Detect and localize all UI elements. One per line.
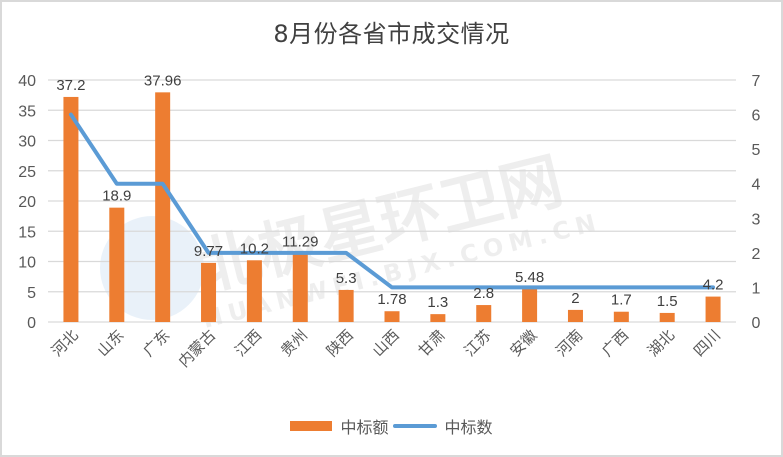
left-axis-tick: 5 [27, 285, 36, 302]
bar-data-label: 9.77 [194, 243, 223, 260]
bar-data-label: 4.2 [703, 277, 724, 294]
bar [522, 288, 538, 322]
bar-data-label: 5.3 [336, 270, 357, 287]
bar-data-label: 18.9 [102, 188, 131, 205]
bar-data-label: 2.8 [473, 285, 494, 302]
data-labels: 37.2 18.9 37.96 9.77 10.2 11.29 5.3 1.78 1.3 2.8 5… [56, 72, 723, 311]
category-label: 河北 [48, 326, 82, 360]
right-axis-tick: 0 [752, 315, 761, 332]
right-axis-tick: 3 [752, 211, 761, 228]
left-axis-tick: 35 [18, 103, 36, 120]
bar-data-label: 11.29 [282, 234, 318, 251]
legend-swatch-bar [290, 421, 333, 431]
bar [659, 312, 675, 322]
right-axis-tick: 4 [752, 177, 761, 194]
bar [63, 96, 79, 322]
bar [476, 305, 492, 322]
category-label: 四川 [690, 326, 724, 360]
bar [338, 289, 354, 322]
legend-label-amount: 中标额 [340, 418, 389, 437]
bar [292, 253, 308, 322]
category-label: 江苏 [461, 326, 495, 360]
bar-data-label: 1.7 [611, 292, 632, 309]
bar-data-label: 1.3 [427, 294, 448, 311]
chart-title: 8月份各省市成交情况 [273, 20, 510, 48]
right-axis-tick: 5 [752, 142, 761, 159]
bar [384, 311, 400, 322]
bar-data-label: 1.78 [377, 291, 406, 308]
bar-data-label: 1.5 [657, 293, 678, 310]
right-axis-tick: 1 [752, 280, 761, 297]
left-axis-tick: 15 [18, 224, 36, 241]
category-label: 湖北 [644, 326, 678, 360]
bar [613, 311, 629, 322]
legend-label-count: 中标数 [444, 418, 493, 437]
line-series-zhongbiao-count [68, 112, 716, 290]
right-axis-tick: 7 [752, 73, 761, 90]
category-label: 河南 [552, 326, 586, 360]
bar [201, 262, 217, 322]
left-axis-tick: 30 [18, 134, 36, 151]
bar-data-label: 5.48 [515, 269, 544, 286]
bar-data-label: 37.2 [56, 77, 85, 94]
legend-swatch-line [392, 424, 437, 428]
category-label: 安徽 [506, 326, 540, 360]
right-axis: 0 1 2 3 4 5 6 7 [752, 73, 761, 332]
category-label: 陕西 [323, 326, 357, 360]
bar-data-label: 37.96 [144, 72, 182, 89]
category-label: 内蒙古 [175, 326, 220, 371]
left-axis: 0 5 10 15 20 25 30 35 40 [18, 73, 36, 332]
bar-data-label: 2 [571, 290, 579, 307]
legend: 中标额 中标数 [0, 414, 783, 438]
bar [567, 309, 583, 322]
legend-item-amount: 中标额 [290, 414, 389, 438]
category-label: 广西 [598, 326, 632, 360]
left-axis-tick: 20 [18, 194, 36, 211]
category-label: 山西 [369, 326, 403, 360]
bar-data-label: 10.2 [240, 240, 269, 257]
bar [705, 296, 721, 322]
legend-item-count: 中标数 [389, 414, 493, 438]
left-axis-tick: 25 [18, 164, 36, 181]
right-axis-tick: 2 [752, 246, 761, 263]
category-axis: 河北 山东 广东 内蒙古 江西 贵州 陕西 山西 甘肃 江苏 安徽 河南 广西 湖北 四川 [48, 326, 724, 371]
left-axis-tick: 10 [18, 255, 36, 272]
bar [246, 260, 262, 322]
category-label: 江西 [231, 326, 265, 360]
bar-series-zhongbiao-amount [63, 92, 721, 322]
left-axis-tick: 0 [27, 315, 36, 332]
category-label: 贵州 [277, 326, 311, 360]
category-label: 山东 [94, 326, 128, 360]
left-axis-tick: 40 [18, 73, 36, 90]
right-axis-tick: 6 [752, 108, 761, 125]
bar [430, 314, 446, 322]
category-label: 甘肃 [415, 326, 449, 360]
category-label: 广东 [140, 326, 174, 360]
line-path [68, 112, 716, 290]
bar [155, 92, 171, 322]
bar [109, 207, 125, 322]
